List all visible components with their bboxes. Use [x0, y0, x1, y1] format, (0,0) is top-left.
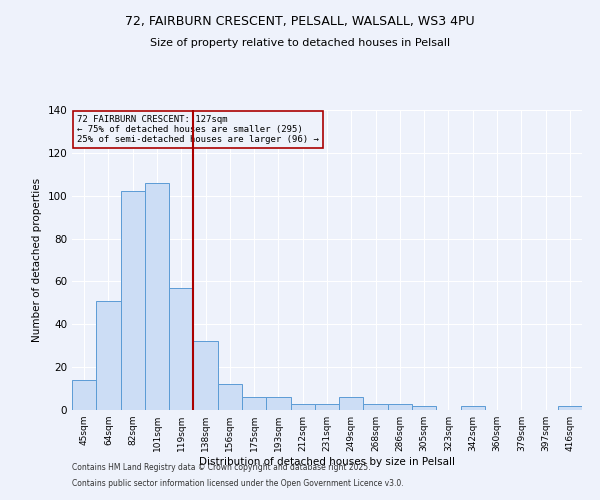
- Bar: [96, 300, 121, 410]
- Y-axis label: Number of detached properties: Number of detached properties: [32, 178, 42, 342]
- X-axis label: Distribution of detached houses by size in Pelsall: Distribution of detached houses by size …: [199, 457, 455, 467]
- Bar: [461, 406, 485, 410]
- Bar: [558, 406, 582, 410]
- Text: Contains public sector information licensed under the Open Government Licence v3: Contains public sector information licen…: [72, 478, 404, 488]
- Bar: [364, 404, 388, 410]
- Text: Contains HM Land Registry data © Crown copyright and database right 2025.: Contains HM Land Registry data © Crown c…: [72, 464, 371, 472]
- Bar: [193, 342, 218, 410]
- Bar: [145, 183, 169, 410]
- Bar: [266, 397, 290, 410]
- Text: 72, FAIRBURN CRESCENT, PELSALL, WALSALL, WS3 4PU: 72, FAIRBURN CRESCENT, PELSALL, WALSALL,…: [125, 15, 475, 28]
- Bar: [242, 397, 266, 410]
- Text: Size of property relative to detached houses in Pelsall: Size of property relative to detached ho…: [150, 38, 450, 48]
- Bar: [412, 406, 436, 410]
- Text: 72 FAIRBURN CRESCENT: 127sqm
← 75% of detached houses are smaller (295)
25% of s: 72 FAIRBURN CRESCENT: 127sqm ← 75% of de…: [77, 114, 319, 144]
- Bar: [315, 404, 339, 410]
- Bar: [169, 288, 193, 410]
- Bar: [218, 384, 242, 410]
- Bar: [388, 404, 412, 410]
- Bar: [339, 397, 364, 410]
- Bar: [72, 380, 96, 410]
- Bar: [121, 192, 145, 410]
- Bar: [290, 404, 315, 410]
